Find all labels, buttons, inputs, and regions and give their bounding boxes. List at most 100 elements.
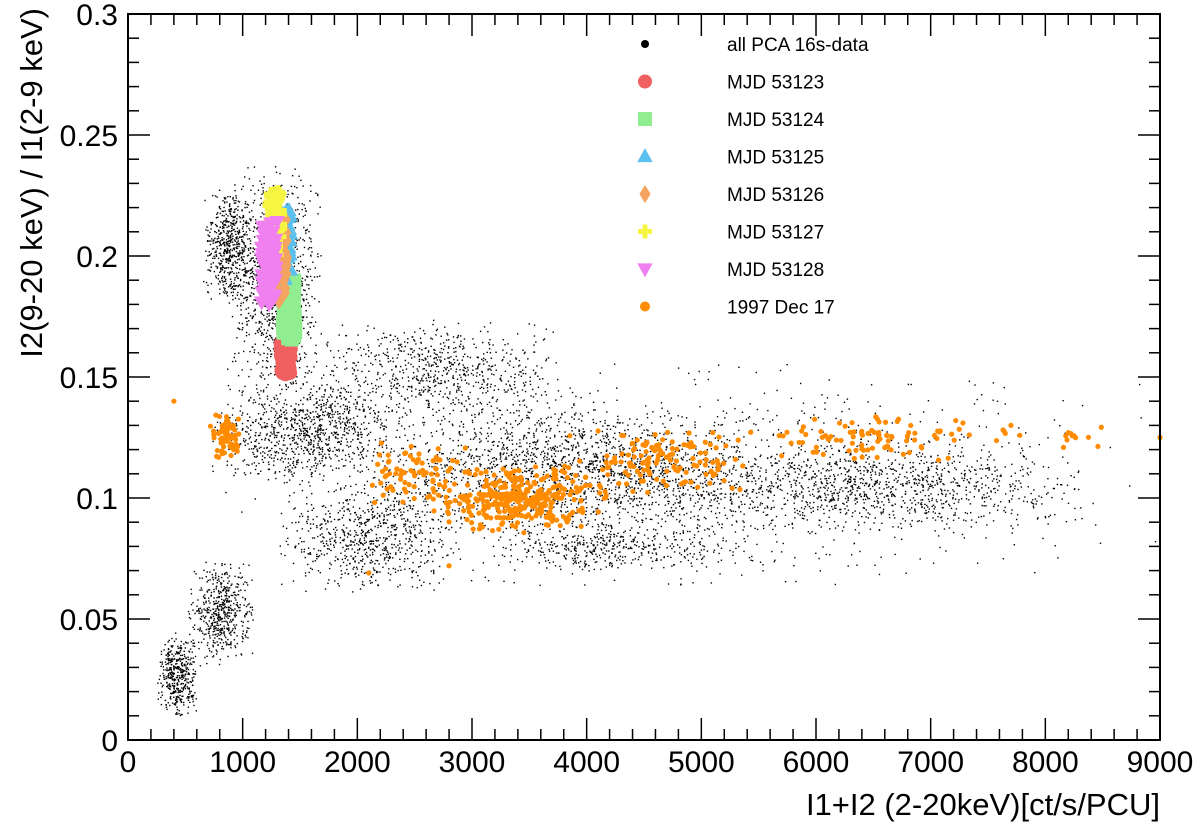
black-data-point (227, 271, 229, 274)
black-data-point (481, 370, 483, 373)
black-data-point (235, 195, 237, 197)
black-data-point (467, 369, 469, 371)
black-data-point (407, 520, 409, 522)
black-data-point (393, 514, 395, 517)
black-data-point (507, 380, 510, 382)
black-data-point (407, 401, 410, 403)
black-data-point (237, 237, 239, 240)
black-data-point (298, 270, 301, 272)
black-data-point (258, 322, 260, 324)
black-data-point (447, 351, 449, 354)
black-data-point (425, 347, 427, 349)
black-data-point (259, 204, 261, 206)
black-data-point (404, 503, 406, 505)
black-data-point (181, 654, 184, 657)
black-data-point (208, 235, 210, 238)
black-data-point (227, 403, 229, 406)
black-data-point (265, 366, 268, 369)
black-data-point (429, 386, 431, 389)
black-data-point (241, 240, 243, 243)
black-data-point (367, 508, 369, 511)
black-data-point (334, 526, 337, 529)
black-data-point (324, 588, 327, 590)
black-data-point (282, 411, 285, 414)
black-data-point (307, 441, 310, 443)
black-data-point (377, 571, 379, 573)
black-data-point (209, 650, 211, 652)
black-data-point (316, 515, 318, 518)
black-data-point (401, 416, 404, 418)
black-data-point (411, 336, 413, 338)
black-data-point (480, 386, 483, 389)
black-data-point (234, 208, 236, 211)
black-data-point (327, 341, 329, 344)
black-data-point (427, 559, 429, 562)
black-data-point (233, 624, 235, 626)
black-data-point (317, 549, 320, 552)
black-data-point (378, 544, 380, 546)
black-data-point (225, 219, 227, 221)
black-data-point (204, 609, 206, 611)
black-data-point (242, 259, 244, 261)
black-data-point (384, 353, 386, 356)
black-data-point (246, 206, 248, 209)
black-data-point (224, 613, 226, 616)
black-data-point (618, 422, 621, 424)
black-data-point (228, 606, 231, 609)
black-data-point (230, 464, 233, 466)
black-data-point (275, 310, 278, 313)
black-data-point (216, 635, 218, 638)
black-data-point (246, 296, 249, 298)
black-data-point (167, 659, 169, 661)
black-data-point (306, 427, 308, 430)
black-data-point (413, 338, 415, 341)
black-data-point (518, 422, 521, 425)
black-data-point (232, 591, 235, 594)
black-data-point (222, 243, 224, 245)
black-data-point (324, 513, 327, 515)
black-data-point (334, 560, 336, 562)
black-data-point (255, 384, 258, 386)
black-data-point (323, 414, 326, 417)
black-data-point (363, 428, 366, 431)
black-data-point (346, 508, 348, 511)
black-data-point (241, 295, 243, 297)
black-data-point (391, 547, 393, 549)
black-data-point (359, 458, 361, 460)
black-data-point (442, 578, 445, 580)
black-data-point (213, 569, 215, 571)
black-data-point (560, 395, 563, 398)
black-data-point (404, 359, 407, 362)
black-data-point (252, 448, 255, 450)
black-data-point (490, 405, 493, 407)
black-data-point (296, 423, 298, 425)
black-data-point (206, 662, 208, 665)
black-data-point (221, 607, 223, 609)
black-data-point (238, 216, 241, 218)
black-data-point (219, 248, 222, 250)
black-data-point (292, 456, 295, 459)
black-data-point (221, 279, 223, 282)
black-data-point (225, 242, 228, 245)
black-data-point (263, 176, 265, 178)
black-data-point (376, 452, 379, 454)
black-data-point (532, 396, 535, 398)
black-data-point (307, 510, 309, 513)
black-data-point (227, 259, 229, 261)
black-data-point (349, 498, 351, 501)
black-data-point (419, 327, 421, 330)
black-data-point (231, 256, 233, 259)
black-data-point (430, 532, 432, 534)
black-data-point (280, 553, 282, 555)
black-data-point (308, 436, 311, 438)
black-data-point (241, 256, 243, 258)
black-data-point (346, 421, 348, 423)
black-data-point (240, 294, 242, 296)
black-data-point (317, 535, 319, 538)
black-data-point (254, 254, 256, 257)
black-data-point (254, 308, 256, 311)
black-data-point (500, 379, 502, 381)
black-data-point (166, 682, 168, 684)
black-data-point (416, 379, 419, 381)
black-data-point (223, 215, 225, 217)
